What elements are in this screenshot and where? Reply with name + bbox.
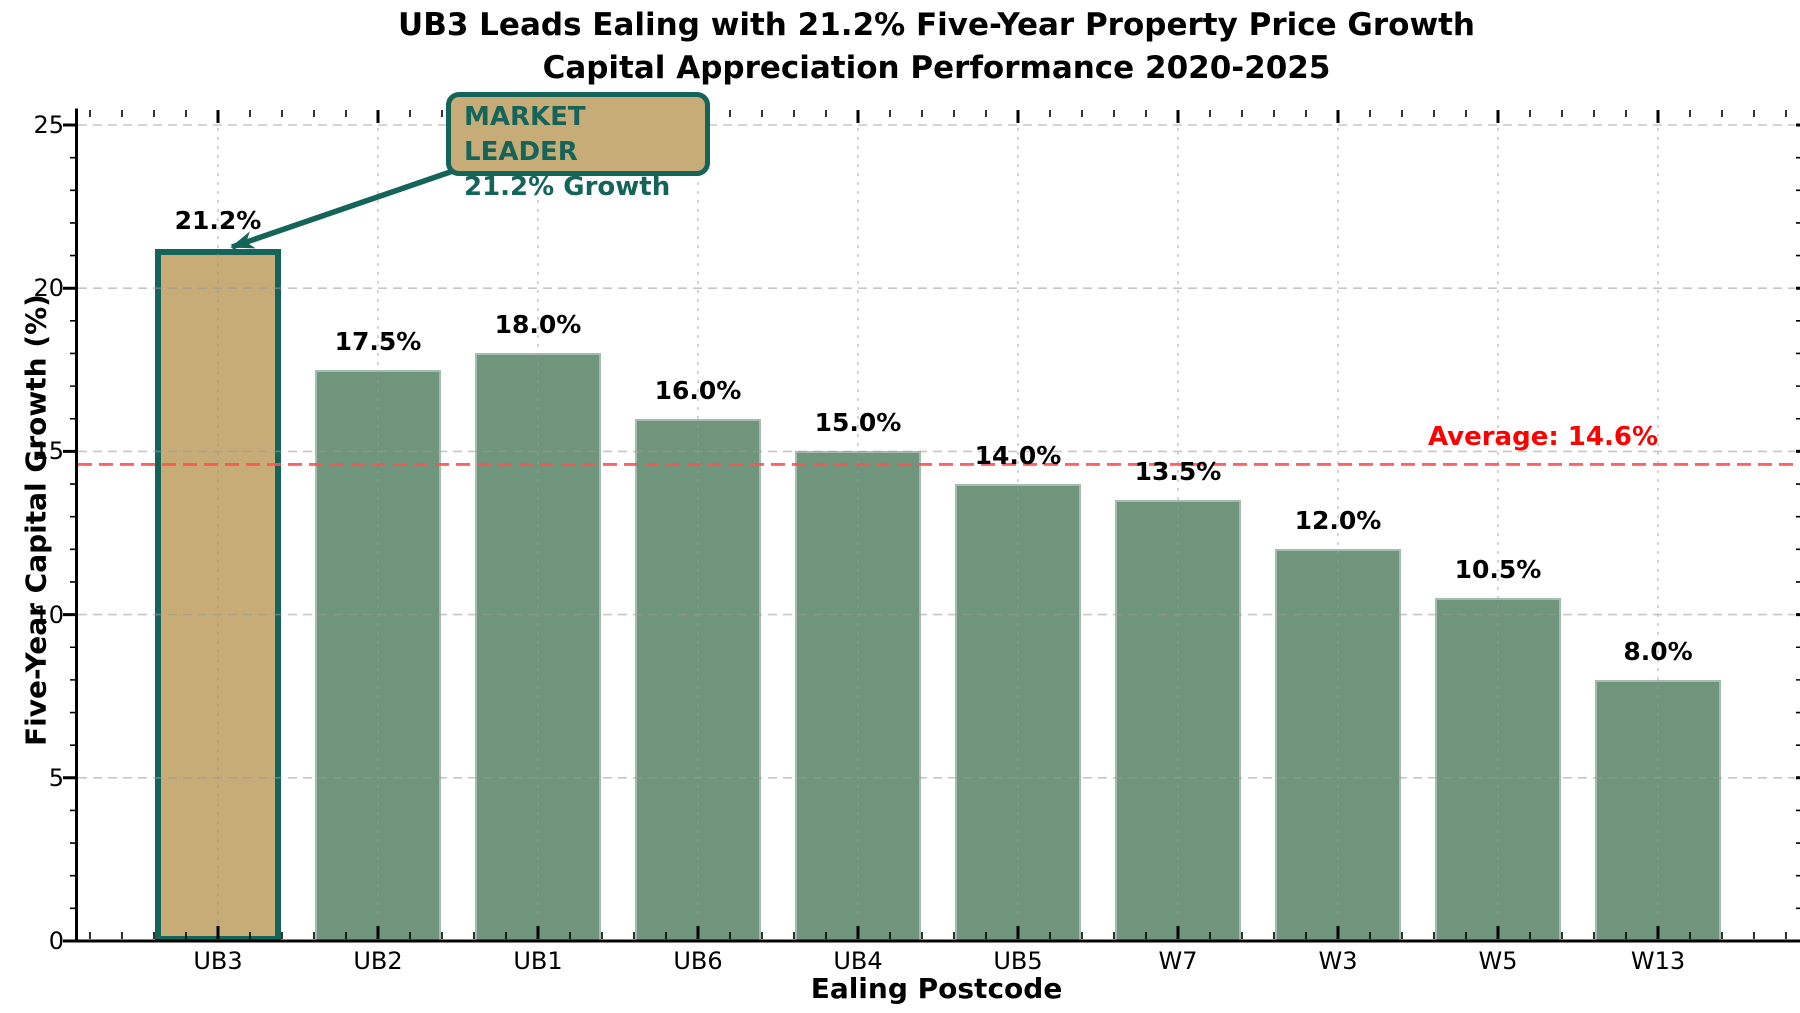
y-minor-ticks	[70, 156, 1800, 910]
annotation-line1: MARKET LEADER	[464, 102, 586, 167]
y-major-ticks	[63, 123, 1800, 943]
chart-title-line2: Capital Appreciation Performance 2020-20…	[542, 50, 1331, 86]
x-major-ticks	[216, 110, 1660, 939]
annotation-arrow	[230, 167, 457, 250]
vertical-gridlines	[217, 110, 1659, 941]
x-axis-label: Ealing Postcode	[810, 972, 1063, 1005]
chart-title-line1: UB3 Leads Ealing with 21.2% Five-Year Pr…	[398, 7, 1475, 43]
annotation-line2: 21.2% Growth	[464, 172, 671, 202]
horizontal-gridlines	[78, 124, 1795, 779]
chart-title: UB3 Leads Ealing with 21.2% Five-Year Pr…	[78, 4, 1795, 90]
x-minor-ticks	[89, 110, 1787, 939]
market-leader-annotation: MARKET LEADER 21.2% Growth	[446, 92, 710, 202]
